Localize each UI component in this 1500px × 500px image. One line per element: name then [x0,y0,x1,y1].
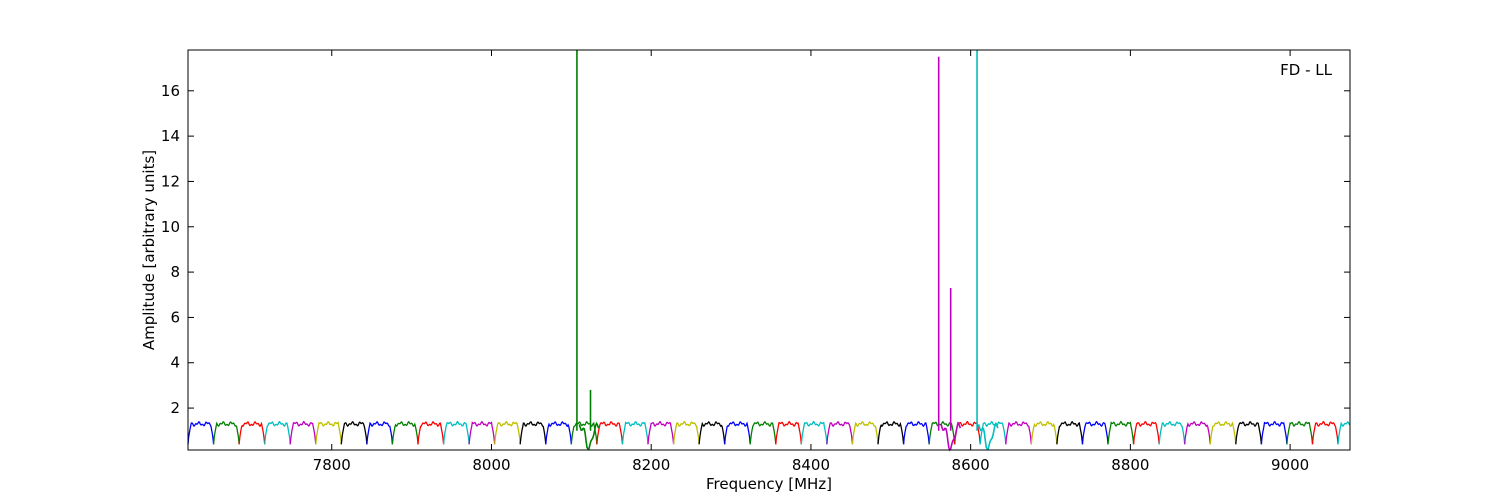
y-tick-label: 14 [161,127,180,145]
channel-series [264,420,291,445]
plot-annotation: FD - LL [1280,61,1332,79]
channel-series [442,420,470,445]
y-tick-label: 12 [161,172,180,190]
channel-series [902,420,930,445]
channel-series [1184,420,1211,445]
y-tick-label: 6 [170,308,180,326]
channel-series [340,420,368,445]
channel-series [1260,420,1288,445]
y-axis-label: Amplitude [arbitrary units] [140,150,158,350]
channel-series [417,421,445,445]
channel-series [596,420,624,445]
channel-series [187,420,215,445]
channel-series [621,421,649,445]
channel-series [366,420,394,445]
channel-series [212,421,240,445]
x-tick-label: 8400 [792,456,830,474]
x-tick-label: 8600 [952,456,990,474]
channel-series [1286,420,1314,445]
channel-series [238,421,266,445]
channel-series [1005,420,1032,445]
y-tick-label: 4 [170,354,180,372]
channel-series [1081,420,1109,445]
x-tick-label: 9000 [1271,456,1309,474]
y-tick-label: 2 [170,399,180,417]
rfi-dip [578,421,600,450]
channel-series [494,420,521,445]
channel-series [1209,421,1237,445]
channel-series [1158,420,1186,445]
channel-series [545,420,572,445]
rfi-dip [940,421,962,452]
channel-series [851,421,879,445]
channel-series [1132,421,1160,445]
channel-series [391,420,419,445]
channel-series [468,420,496,445]
y-axis-ticks: 2 4 6 8 10 12 14 16 [161,82,1350,417]
channel-series [519,421,547,445]
channel-series [877,420,905,445]
channel-series [289,420,317,445]
rfi-dip [977,421,999,450]
y-tick-label: 8 [170,263,180,281]
channel-series [1107,420,1135,445]
channel-series [570,420,598,445]
y-tick-label: 16 [161,82,180,100]
x-axis-label: Frequency [MHz] [706,475,832,493]
x-axis-ticks: 7800 8000 8200 8400 8600 8800 9000 [313,50,1309,474]
channel-series [826,421,854,445]
x-tick-label: 8800 [1111,456,1149,474]
x-tick-label: 7800 [313,456,351,474]
channel-series [672,420,700,445]
channel-series [647,420,675,445]
channel-series [979,420,1007,445]
channel-series [775,420,802,445]
channel-series [1235,421,1263,445]
plot-frame [187,49,1351,451]
series-layer [187,50,1351,452]
channel-series [1337,421,1351,445]
channel-series [800,420,828,445]
channel-series [1311,420,1339,445]
x-tick-label: 8000 [472,456,510,474]
channel-series [315,421,342,445]
channel-series [698,420,726,445]
channel-series [1056,420,1084,445]
channel-series [724,421,751,445]
y-tick-label: 10 [161,218,180,236]
x-tick-label: 8200 [632,456,670,474]
channel-series [1030,421,1058,445]
channel-series [749,420,777,445]
